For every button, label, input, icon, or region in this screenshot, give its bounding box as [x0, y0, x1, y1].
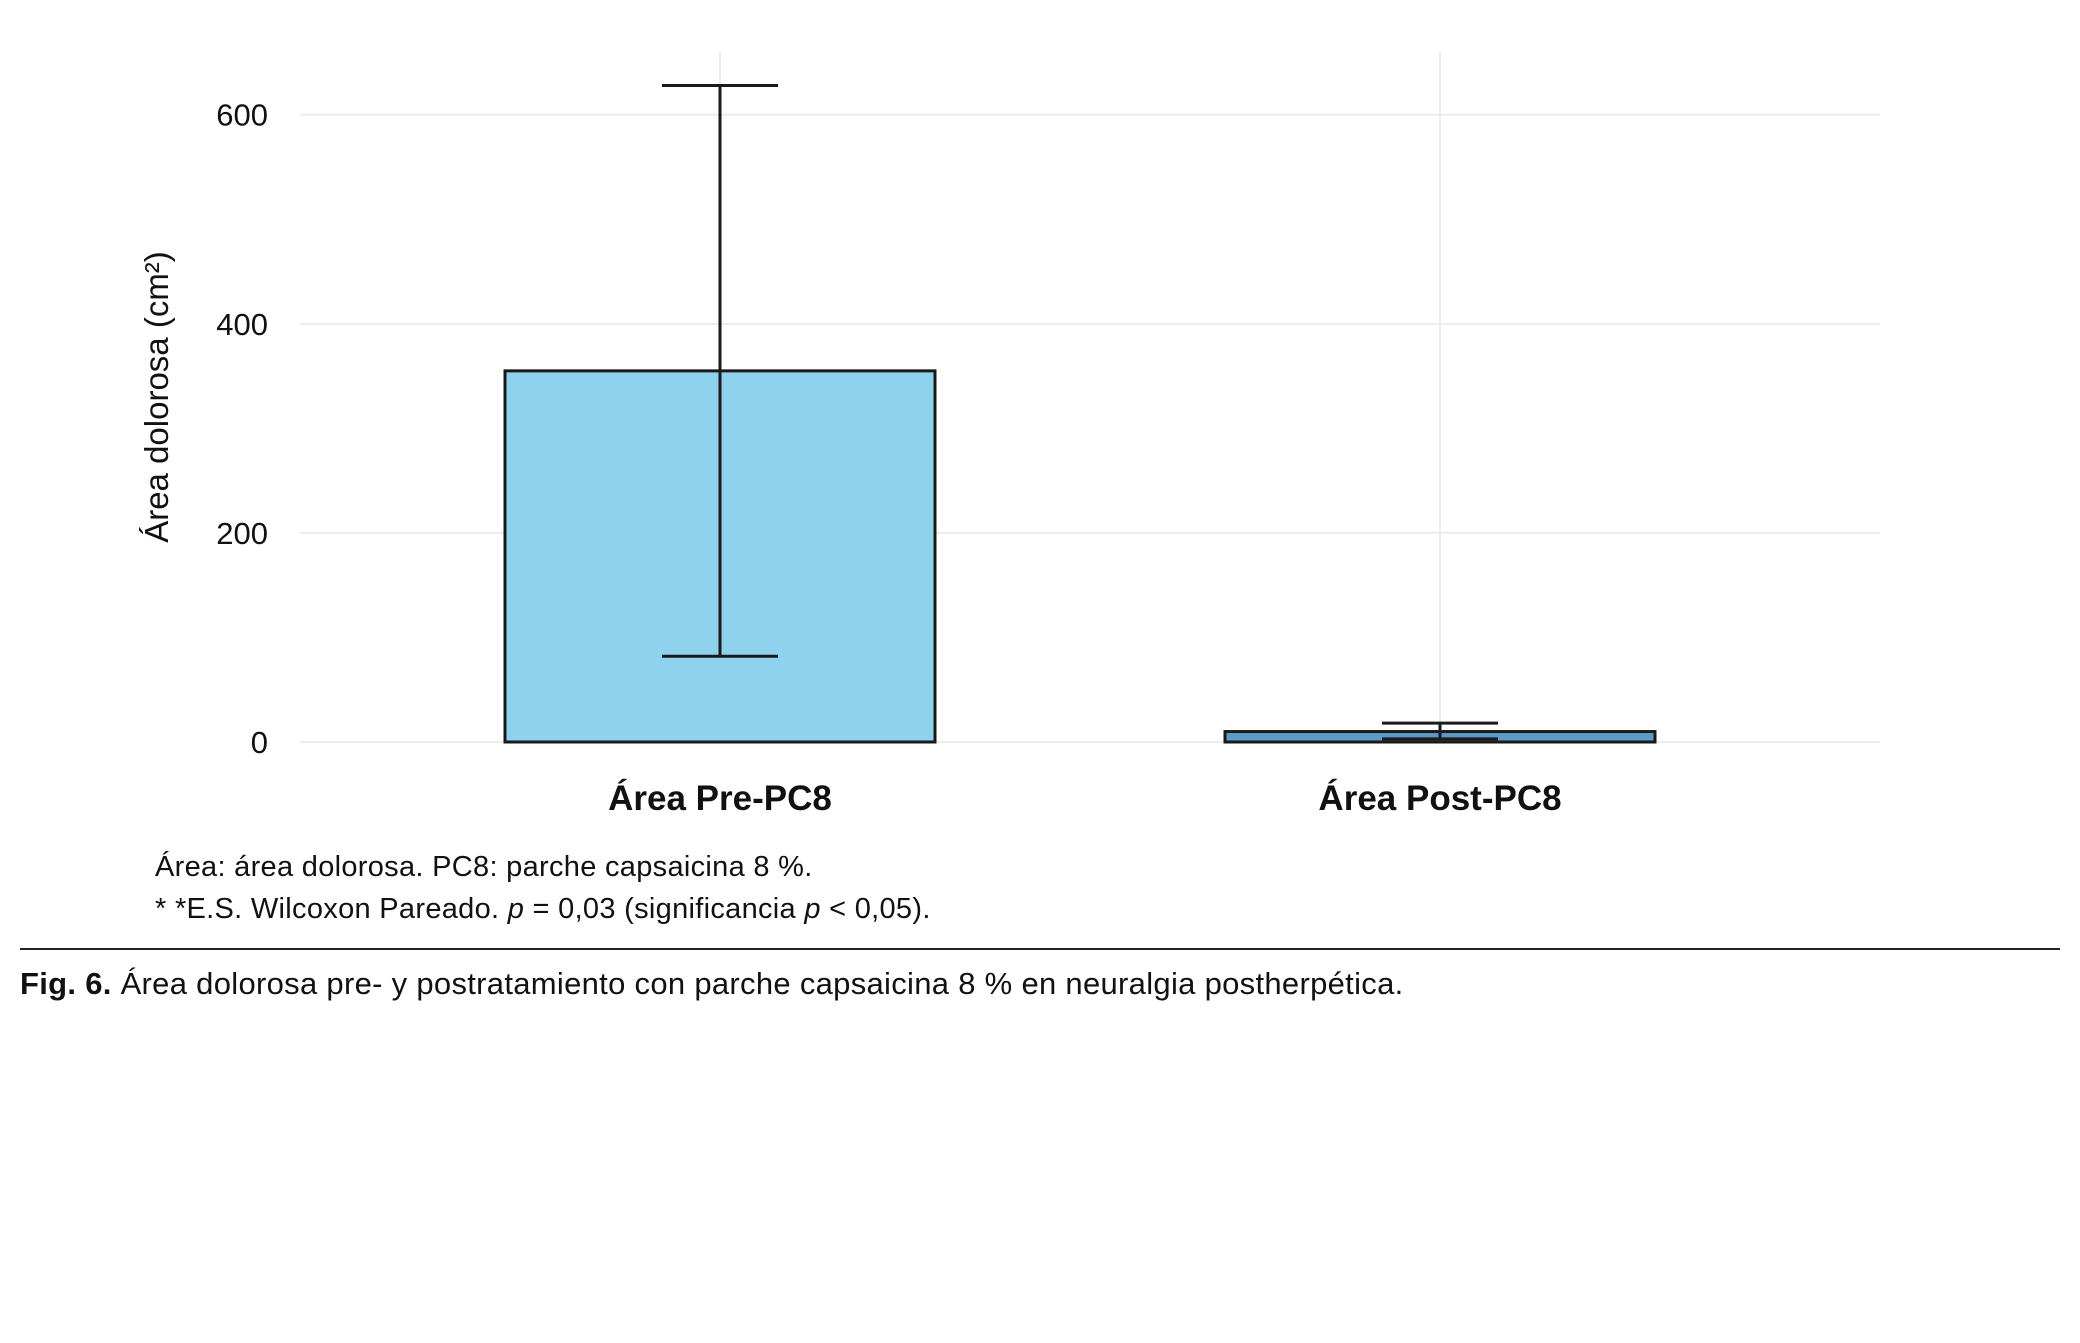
- caption-divider: [20, 948, 2060, 950]
- category-label: Área Pre-PC8: [608, 778, 832, 818]
- category-label: Área Post-PC8: [1318, 778, 1561, 818]
- y-tick-label: 600: [216, 98, 268, 133]
- figure-caption: Fig. 6. Área dolorosa pre- y postratamie…: [20, 966, 1404, 1002]
- y-tick-label: 400: [216, 307, 268, 342]
- y-tick-label: 200: [216, 516, 268, 551]
- footnote-line-1: Área: área dolorosa. PC8: parche capsaic…: [155, 851, 813, 883]
- footnote-2-italic-p1: p: [507, 893, 525, 926]
- footnote-2-text-b: = 0,03 (significancia: [524, 893, 805, 926]
- footnote-line-2: * *E.S. Wilcoxon Pareado. p = 0,03 (sign…: [155, 888, 931, 930]
- figure-footnotes: Área: área dolorosa. PC8: parche capsaic…: [155, 846, 931, 930]
- footnote-2-text-c: < 0,05).: [820, 893, 931, 926]
- footnote-2-text-a: * *E.S. Wilcoxon Pareado.: [155, 893, 508, 926]
- footnote-2-italic-p2: p: [804, 893, 821, 926]
- y-tick-label: 0: [251, 725, 268, 760]
- bar-chart: 0 200 400 600 Área dolorosa (cm²) Área Pre-PC…: [138, 52, 1880, 818]
- figure-caption-label: Fig. 6.: [20, 966, 112, 1001]
- figure-caption-text: Área dolorosa pre- y postratamiento con …: [111, 966, 1404, 1001]
- y-axis-title: Área dolorosa (cm²): [138, 251, 175, 543]
